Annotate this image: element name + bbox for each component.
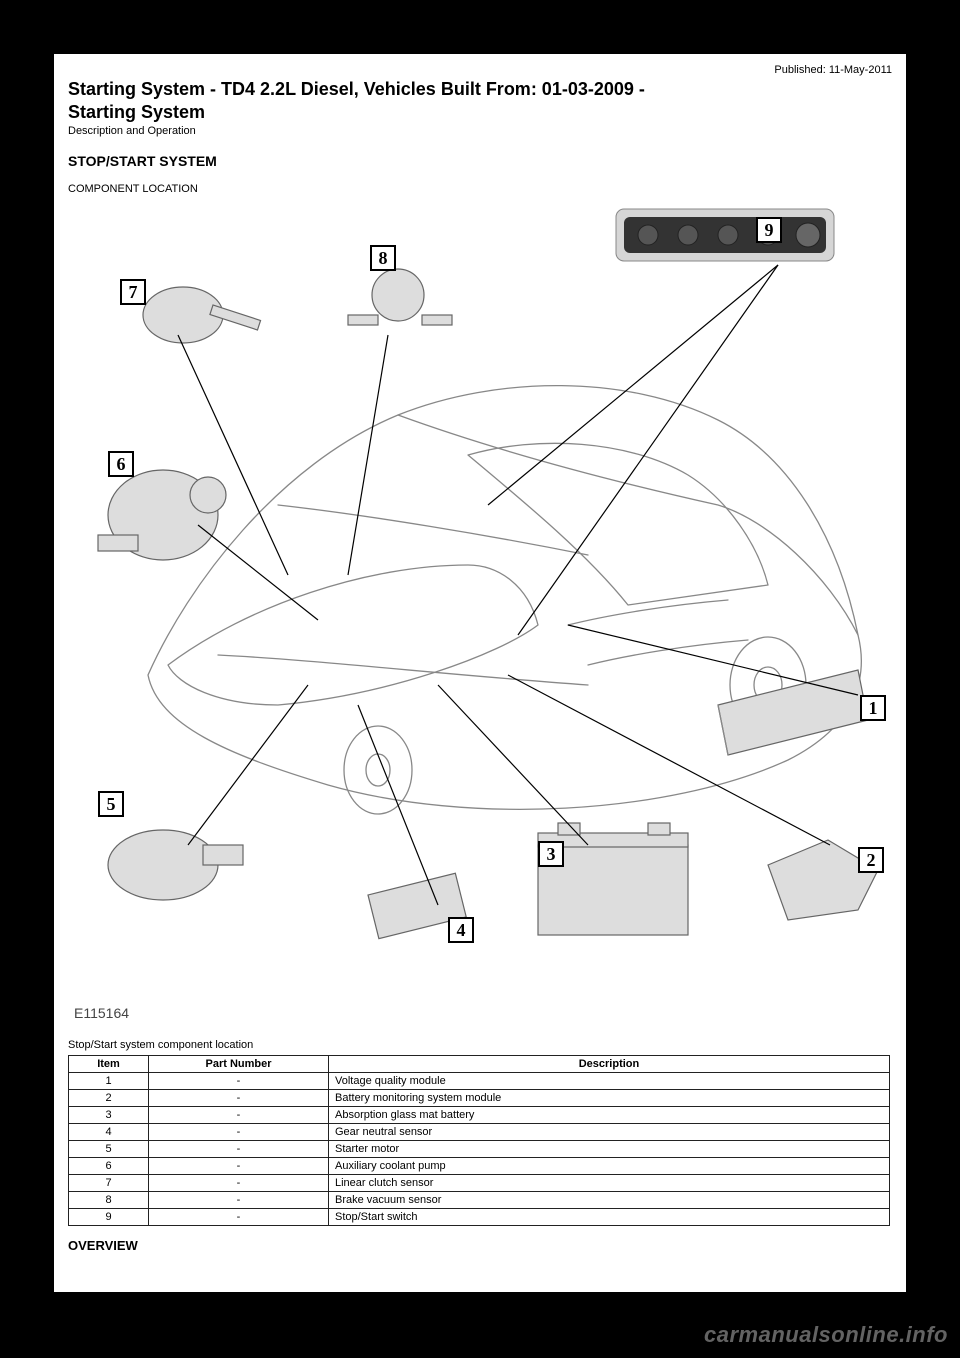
cell-item: 8 <box>69 1192 149 1209</box>
component-diagram: 1 2 3 4 5 6 7 8 9 E115164 <box>68 205 892 1025</box>
table-row: 6-Auxiliary coolant pump <box>69 1158 890 1175</box>
cell-item: 9 <box>69 1209 149 1226</box>
vehicle-outline <box>148 386 861 814</box>
th-description: Description <box>329 1056 890 1073</box>
cell-item: 3 <box>69 1107 149 1124</box>
table-row: 7-Linear clutch sensor <box>69 1175 890 1192</box>
callout-4: 4 <box>448 917 474 943</box>
table-row: 8-Brake vacuum sensor <box>69 1192 890 1209</box>
cell-description: Linear clutch sensor <box>329 1175 890 1192</box>
table-header-row: Item Part Number Description <box>69 1056 890 1073</box>
section-stop-start: STOP/START SYSTEM <box>68 153 892 169</box>
cell-partnumber: - <box>149 1107 329 1124</box>
published-date: Published: 11-May-2011 <box>68 64 892 76</box>
callout-5: 5 <box>98 791 124 817</box>
parts-table: Item Part Number Description 1-Voltage q… <box>68 1055 890 1226</box>
page-title: Starting System - TD4 2.2L Diesel, Vehic… <box>68 78 892 123</box>
page-subtitle: Description and Operation <box>68 125 892 137</box>
diagram-svg <box>68 205 892 1025</box>
diagram-ecode: E115164 <box>74 1005 129 1021</box>
callout-6: 6 <box>108 451 134 477</box>
th-item: Item <box>69 1056 149 1073</box>
table-row: 5-Starter motor <box>69 1141 890 1158</box>
cell-item: 7 <box>69 1175 149 1192</box>
manual-page: Published: 11-May-2011 Starting System -… <box>54 54 906 1292</box>
cell-item: 2 <box>69 1090 149 1107</box>
cell-description: Stop/Start switch <box>329 1209 890 1226</box>
cell-partnumber: - <box>149 1090 329 1107</box>
cell-item: 6 <box>69 1158 149 1175</box>
component-shapes <box>98 269 878 939</box>
table-row: 1-Voltage quality module <box>69 1073 890 1090</box>
table-row: 2-Battery monitoring system module <box>69 1090 890 1107</box>
callout-1: 1 <box>860 695 886 721</box>
cell-partnumber: - <box>149 1192 329 1209</box>
cell-description: Battery monitoring system module <box>329 1090 890 1107</box>
table-row: 9-Stop/Start switch <box>69 1209 890 1226</box>
table-row: 4-Gear neutral sensor <box>69 1124 890 1141</box>
component-location-label: COMPONENT LOCATION <box>68 183 892 195</box>
section-overview: OVERVIEW <box>68 1238 892 1253</box>
callout-9: 9 <box>756 217 782 243</box>
callout-7: 7 <box>120 279 146 305</box>
callout-2: 2 <box>858 847 884 873</box>
cell-partnumber: - <box>149 1175 329 1192</box>
cell-partnumber: - <box>149 1158 329 1175</box>
cell-description: Voltage quality module <box>329 1073 890 1090</box>
cell-partnumber: - <box>149 1141 329 1158</box>
title-line-2: Starting System <box>68 102 205 122</box>
cell-description: Auxiliary coolant pump <box>329 1158 890 1175</box>
callout-3: 3 <box>538 841 564 867</box>
cell-description: Starter motor <box>329 1141 890 1158</box>
title-line-1: Starting System - TD4 2.2L Diesel, Vehic… <box>68 79 645 99</box>
callout-8: 8 <box>370 245 396 271</box>
cell-partnumber: - <box>149 1124 329 1141</box>
th-partnumber: Part Number <box>149 1056 329 1073</box>
cell-item: 4 <box>69 1124 149 1141</box>
cell-partnumber: - <box>149 1073 329 1090</box>
table-row: 3-Absorption glass mat battery <box>69 1107 890 1124</box>
cell-partnumber: - <box>149 1209 329 1226</box>
watermark: carmanualsonline.info <box>704 1322 948 1348</box>
cell-item: 5 <box>69 1141 149 1158</box>
cell-description: Brake vacuum sensor <box>329 1192 890 1209</box>
cell-description: Gear neutral sensor <box>329 1124 890 1141</box>
cell-item: 1 <box>69 1073 149 1090</box>
diagram-caption: Stop/Start system component location <box>68 1039 892 1051</box>
console-panel <box>616 209 834 261</box>
cell-description: Absorption glass mat battery <box>329 1107 890 1124</box>
